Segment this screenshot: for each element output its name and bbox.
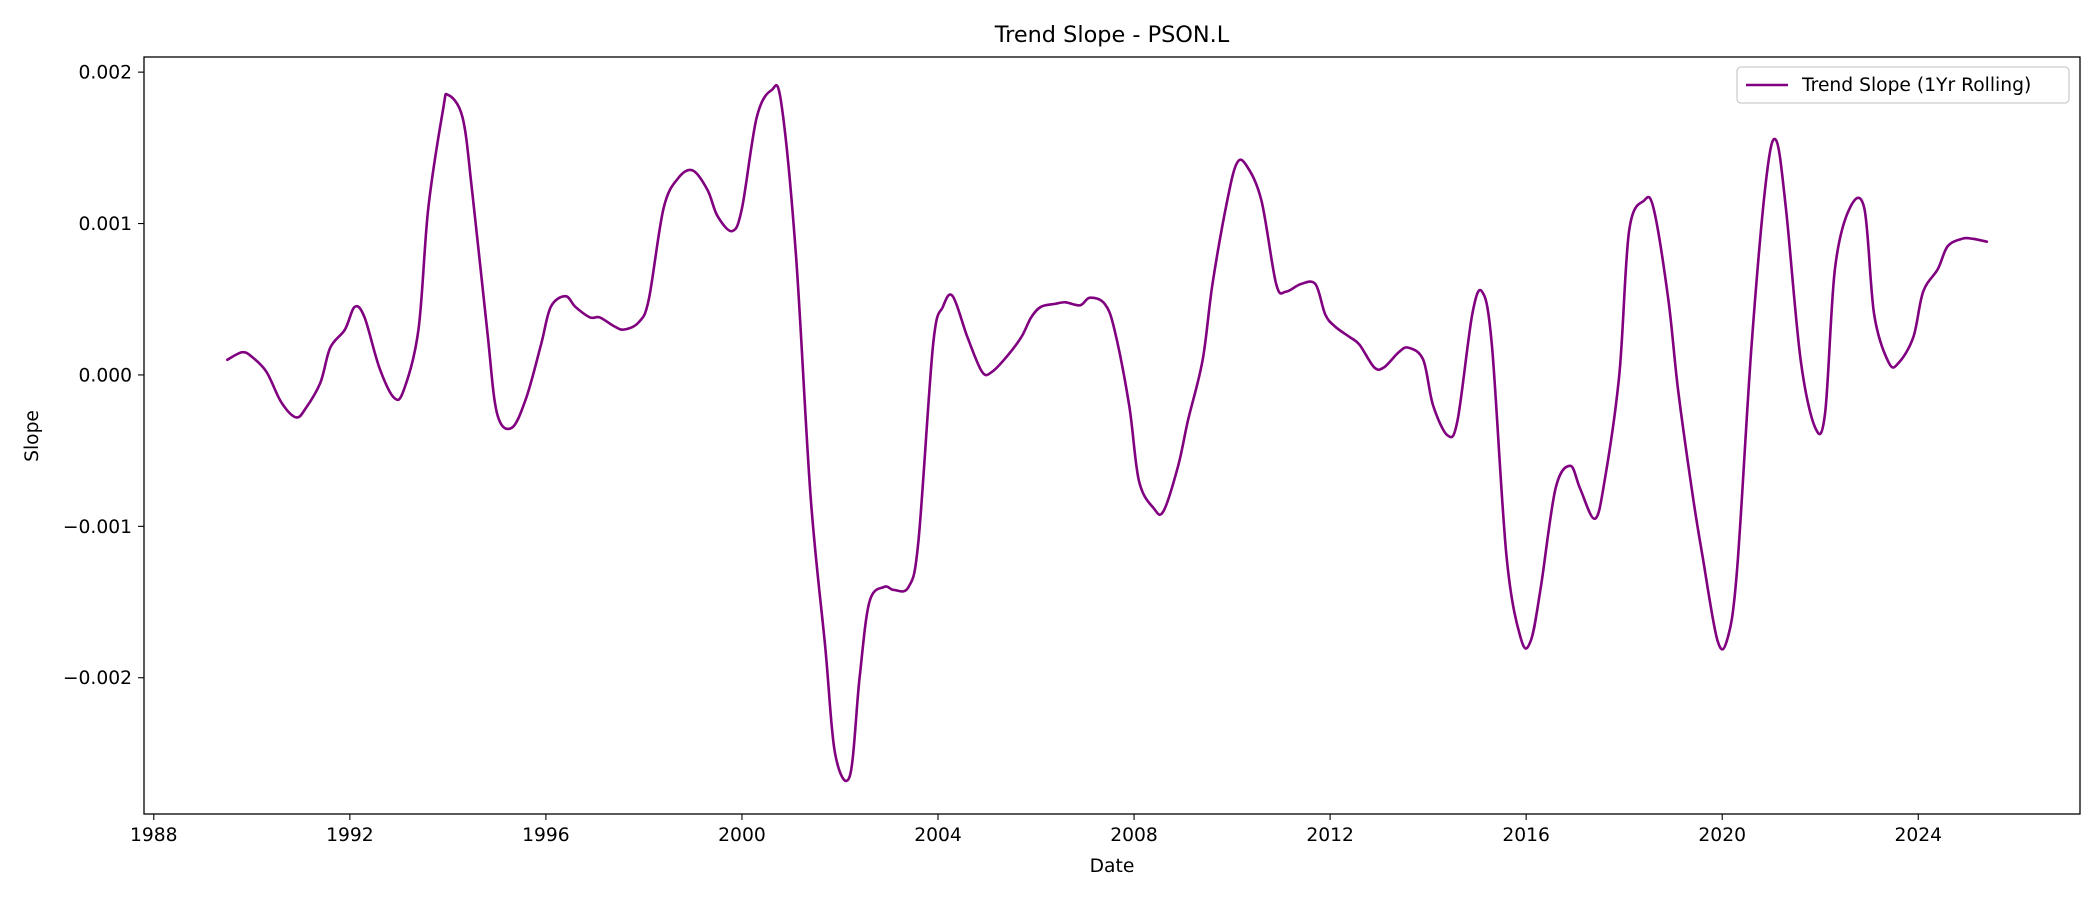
x-tick-label: 2000 xyxy=(718,825,766,846)
plot-frame xyxy=(143,56,2081,815)
chart-title: Trend Slope - PSON.L xyxy=(994,22,1230,48)
x-tick-label: 2012 xyxy=(1306,825,1354,846)
x-tick-label: 1996 xyxy=(522,825,570,846)
y-axis-ticks: −0.002 −0.001 0.000 0.001 0.002 xyxy=(63,63,144,689)
y-tick-label: −0.001 xyxy=(63,517,132,538)
y-tick-label: 0.000 xyxy=(79,365,133,386)
y-tick-label: −0.002 xyxy=(63,668,132,689)
x-tick-label: 2008 xyxy=(1110,825,1158,846)
legend-label: Trend Slope (1Yr Rolling) xyxy=(1801,75,2031,96)
x-tick-label: 1992 xyxy=(326,825,374,846)
x-tick-label: 2016 xyxy=(1502,825,1550,846)
legend-box xyxy=(1736,66,2070,104)
x-tick-label: 2004 xyxy=(914,825,962,846)
series-line-0 xyxy=(226,83,1989,783)
series-layer xyxy=(226,83,1989,783)
y-axis-label: Slope xyxy=(22,410,43,462)
x-axis-label: Date xyxy=(1090,856,1135,877)
plot-area xyxy=(144,57,2080,814)
y-tick-label: 0.002 xyxy=(79,63,133,84)
legend: Trend Slope (1Yr Rolling) xyxy=(1736,66,2070,104)
y-tick-label: 0.001 xyxy=(79,214,133,235)
x-tick-label: 2020 xyxy=(1698,825,1746,846)
x-axis-ticks: 1988 1992 1996 2000 2004 2008 2012 2016 2020 2024 xyxy=(130,814,1942,846)
x-tick-label: 1988 xyxy=(130,825,178,846)
x-tick-label: 2024 xyxy=(1894,825,1942,846)
